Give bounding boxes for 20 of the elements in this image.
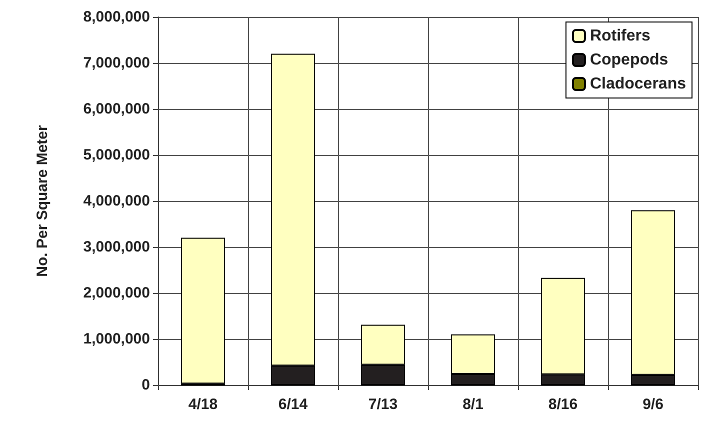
legend-label: Copepods (590, 52, 668, 68)
y-tick-label: 2,000,000 (83, 284, 150, 302)
x-tick-label: 4/18 (188, 396, 218, 413)
y-tick-label: 8,000,000 (83, 8, 150, 26)
legend-label: Cladocerans (590, 76, 686, 92)
x-tick-label: 9/6 (642, 396, 664, 413)
x-tick-label: 6/14 (278, 396, 308, 413)
y-tick-label: 6,000,000 (83, 100, 150, 118)
y-tick-label: 1,000,000 (83, 330, 150, 348)
legend-label: Rotifers (590, 28, 651, 44)
x-tick-label: 8/16 (548, 396, 578, 413)
x-tick-label: 8/1 (462, 396, 484, 413)
y-tick-label: 7,000,000 (83, 54, 150, 72)
y-tick-label: 4,000,000 (83, 192, 150, 210)
bar (181, 238, 225, 384)
y-tick-label: 0 (142, 376, 150, 394)
y-axis-title: No. Per Square Meter (34, 124, 51, 277)
x-tick-label: 7/13 (368, 396, 398, 413)
y-tick-label: 5,000,000 (83, 146, 150, 164)
y-tick-label: 3,000,000 (83, 238, 150, 256)
